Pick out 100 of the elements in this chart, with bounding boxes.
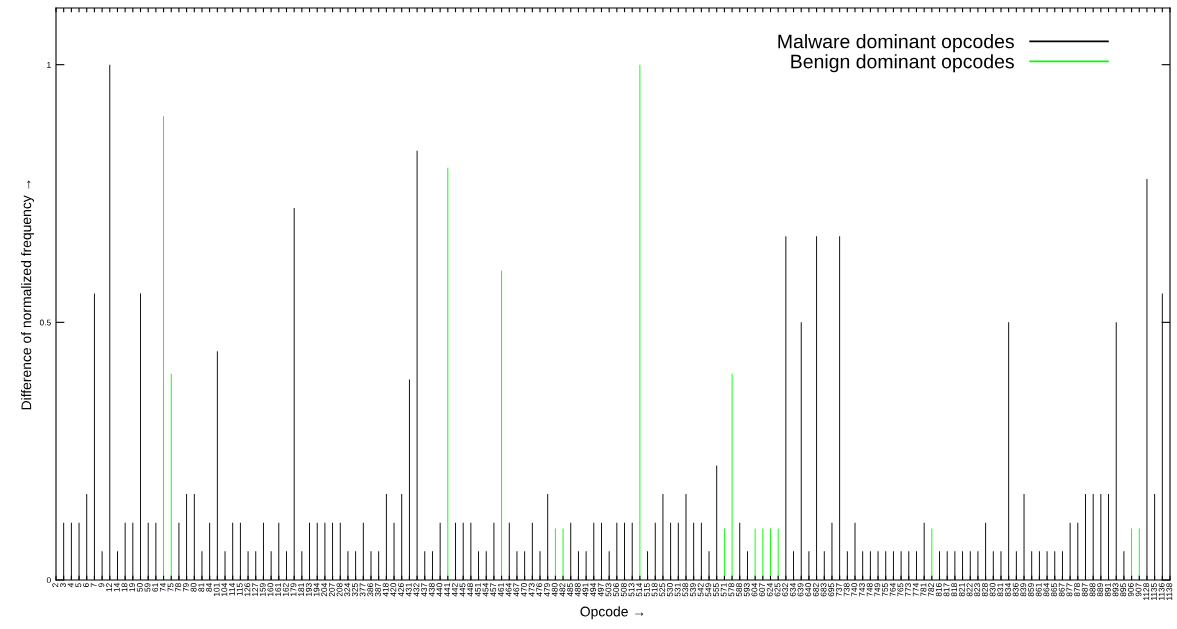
x-tick-label: 159: [259, 583, 266, 597]
x-tick-label: 1135: [1150, 583, 1157, 601]
x-tick-label: 194: [313, 583, 320, 597]
legend-label: Benign dominant opcodes: [791, 54, 1014, 73]
x-tick-label: 204: [321, 583, 328, 597]
x-tick-label: 506: [613, 583, 620, 597]
x-tick-label: 640: [805, 583, 812, 597]
x-tick-label: 418: [382, 583, 389, 597]
x-tick-label: 859: [1028, 583, 1034, 597]
x-tick-label: 387: [375, 583, 381, 597]
x-tick-label: 115: [236, 583, 243, 596]
x-tick-label: 625: [774, 583, 781, 597]
y-tick-label: 0.5: [39, 319, 51, 326]
x-tick-label: 437: [421, 583, 428, 597]
x-tick-label: 207: [328, 583, 335, 597]
x-tick-label: 467: [513, 583, 520, 597]
x-tick-label: 491: [582, 583, 589, 597]
x-tick-label: 208: [336, 583, 343, 597]
x-tick-label: 324: [344, 583, 351, 597]
x-tick-label: 19: [129, 583, 136, 592]
x-tick-label: 61: [152, 583, 159, 592]
x-tick-label: 865: [1051, 583, 1057, 597]
x-tick-label: 160: [267, 583, 274, 597]
x-tick-label: 464: [505, 583, 512, 597]
x-tick-label: 818: [951, 583, 958, 597]
x-tick-label: 571: [720, 583, 727, 597]
x-tick-label: 515: [643, 583, 650, 597]
x-tick-label: 682: [812, 583, 819, 597]
x-tick-label: 888: [1089, 583, 1096, 597]
x-tick-label: 325: [351, 583, 358, 597]
x-tick-label: 451: [474, 583, 481, 597]
x-tick-label: 634: [789, 583, 796, 597]
x-tick-label: 12: [106, 583, 112, 592]
x-tick-label: 907: [1135, 583, 1142, 597]
x-tick-label: 4: [67, 583, 74, 588]
x-tick-label: 578: [728, 583, 735, 597]
x-tick-label: 738: [843, 583, 850, 597]
x-tick-label: 774: [912, 583, 919, 597]
x-tick-label: 906: [1127, 583, 1134, 597]
x-tick-label: 81: [198, 583, 205, 592]
x-tick-label: 695: [828, 583, 835, 597]
x-tick-label: 607: [759, 583, 766, 597]
x-tick-label: 426: [398, 583, 404, 597]
x-tick-label: 193: [305, 583, 312, 597]
x-tick-label: 438: [428, 583, 435, 597]
x-tick-label: 743: [859, 583, 865, 597]
x-tick-label: 821: [958, 583, 965, 597]
x-tick-label: 457: [490, 583, 497, 597]
x-tick-label: 442: [451, 583, 458, 597]
y-tick-label: 1: [47, 61, 51, 68]
x-tick-label: 539: [690, 583, 696, 597]
x-tick-label: 420: [390, 583, 397, 597]
x-tick-label: 126: [244, 583, 251, 597]
x-tick-label: 461: [497, 583, 504, 597]
x-tick-label: 513: [628, 583, 635, 597]
x-tick-label: 531: [674, 583, 681, 597]
x-tick-label: 538: [682, 583, 689, 597]
x-tick-label: 737: [835, 583, 842, 597]
x-tick-label: 454: [482, 583, 489, 597]
x-tick-label: 431: [405, 583, 412, 597]
x-tick-label: 817: [943, 583, 950, 597]
x-tick-label: 74: [159, 583, 166, 592]
x-tick-label: 9: [98, 583, 105, 588]
x-tick-label: 624: [766, 583, 773, 597]
x-tick-label: 2: [52, 583, 59, 587]
x-axis-title: Opcode →: [580, 606, 644, 620]
x-tick-label: 816: [935, 583, 942, 597]
x-tick-label: 514: [636, 583, 643, 597]
x-tick-label: 386: [367, 583, 374, 597]
x-tick-label: 632: [782, 583, 789, 597]
legend-label: Malware dominant opcodes: [778, 34, 1014, 53]
x-tick-label: 836: [1012, 583, 1019, 597]
x-tick-label: 488: [574, 583, 581, 597]
x-tick-label: 104: [221, 583, 228, 597]
x-tick-label: 877: [1066, 583, 1073, 597]
x-tick-label: 18: [121, 583, 128, 592]
x-tick-label: 162: [282, 583, 289, 597]
x-tick-label: 84: [205, 583, 212, 592]
x-tick-label: 867: [1058, 583, 1065, 597]
x-tick-label: 782: [928, 583, 935, 597]
x-tick-label: 479: [544, 583, 550, 597]
x-tick-label: 508: [620, 583, 627, 597]
x-tick-label: 80: [190, 583, 197, 592]
x-tick-label: 525: [659, 583, 666, 597]
x-tick-label: 588: [736, 583, 742, 597]
x-tick-label: 432: [413, 583, 420, 597]
x-tick-label: 497: [597, 583, 604, 597]
x-tick-label: 101: [213, 583, 220, 597]
x-tick-label: 476: [536, 583, 543, 597]
x-tick-label: 480: [551, 583, 558, 597]
x-tick-label: 740: [851, 583, 858, 597]
x-tick-label: 895: [1120, 583, 1127, 597]
x-tick-label: 839: [1020, 583, 1027, 597]
x-tick-label: 639: [797, 583, 804, 597]
x-tick-label: 470: [520, 583, 527, 597]
x-tick-label: 3: [60, 583, 66, 588]
x-tick-label: 749: [874, 583, 881, 597]
x-tick-label: 114: [229, 583, 235, 596]
x-tick-label: 773: [905, 583, 912, 597]
x-tick-label: 482: [559, 583, 566, 597]
